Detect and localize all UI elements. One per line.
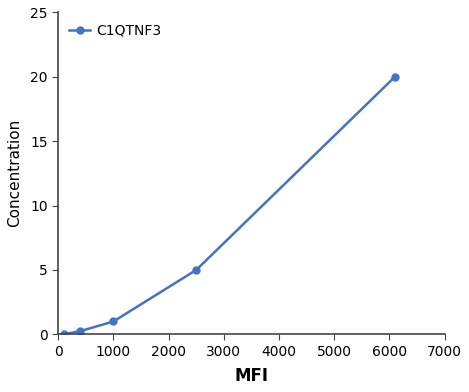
C1QTNF3 bbox=[111, 319, 116, 324]
Legend: C1QTNF3: C1QTNF3 bbox=[65, 19, 165, 42]
Y-axis label: Concentration: Concentration bbox=[7, 119, 22, 227]
C1QTNF3 bbox=[61, 332, 67, 337]
C1QTNF3 bbox=[193, 268, 199, 272]
Line: C1QTNF3: C1QTNF3 bbox=[61, 73, 398, 338]
C1QTNF3 bbox=[392, 74, 398, 79]
C1QTNF3 bbox=[77, 329, 83, 334]
X-axis label: MFI: MFI bbox=[234, 367, 268, 385]
